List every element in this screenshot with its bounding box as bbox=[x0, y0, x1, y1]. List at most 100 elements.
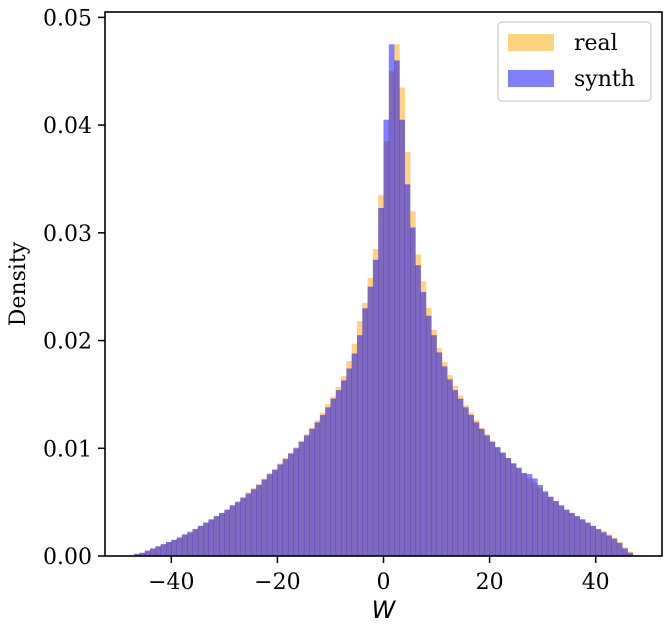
bar-synth bbox=[266, 474, 273, 556]
bar-synth bbox=[351, 353, 358, 556]
bar-synth bbox=[606, 535, 612, 556]
bar-synth bbox=[526, 474, 533, 556]
bar-synth bbox=[590, 525, 596, 556]
x-tick-label: 20 bbox=[476, 570, 504, 595]
bar-synth bbox=[431, 335, 437, 556]
bar-synth bbox=[325, 407, 331, 556]
bar-synth bbox=[616, 543, 623, 556]
y-tick-label: 0.00 bbox=[43, 545, 92, 570]
bar-synth bbox=[436, 352, 443, 556]
bar-synth bbox=[547, 496, 554, 556]
bar-synth bbox=[282, 459, 289, 556]
bar-synth bbox=[261, 479, 268, 556]
bar-synth bbox=[213, 516, 220, 556]
bar-synth bbox=[388, 44, 395, 556]
bar-synth bbox=[579, 519, 586, 556]
bar-synth bbox=[356, 335, 363, 556]
bar-synth bbox=[303, 435, 310, 556]
bar-synth bbox=[500, 452, 506, 556]
bar-synth bbox=[293, 448, 299, 556]
bar-synth bbox=[478, 428, 485, 556]
y-axis-title: Density bbox=[6, 241, 31, 326]
x-tick-label: −40 bbox=[148, 570, 194, 595]
bar-synth bbox=[155, 546, 161, 556]
bar-synth bbox=[192, 529, 199, 556]
bar-synth bbox=[134, 553, 140, 556]
bar-synth bbox=[452, 390, 459, 556]
y-tick-label: 0.05 bbox=[43, 6, 92, 31]
bar-synth bbox=[516, 467, 522, 556]
bar-synth bbox=[558, 505, 565, 556]
bar-synth bbox=[473, 422, 480, 556]
y-tick-label: 0.01 bbox=[43, 437, 92, 462]
bar-synth bbox=[542, 491, 549, 556]
bar-synth bbox=[457, 398, 464, 556]
bar-synth bbox=[569, 512, 575, 556]
bar-synth bbox=[341, 380, 347, 556]
x-tick-label: 40 bbox=[582, 570, 610, 595]
bar-synth bbox=[144, 550, 151, 556]
bar-synth bbox=[176, 537, 183, 556]
bar-synth bbox=[463, 407, 469, 556]
bar-synth bbox=[234, 502, 241, 556]
bar-synth bbox=[277, 464, 283, 556]
bar-synth bbox=[611, 538, 618, 556]
bar-synth bbox=[224, 509, 230, 556]
bar-synth bbox=[420, 292, 427, 556]
bar-synth bbox=[166, 542, 172, 556]
bar-synth bbox=[489, 441, 496, 556]
bar-synth bbox=[346, 368, 352, 556]
bar-synth bbox=[272, 469, 278, 556]
bar-synth bbox=[160, 544, 167, 556]
bar-synth bbox=[330, 398, 337, 556]
bar-synth bbox=[245, 493, 252, 556]
bar-synth bbox=[494, 447, 501, 556]
bar-synth bbox=[372, 259, 379, 556]
bar-synth bbox=[404, 184, 411, 557]
bar-synth bbox=[362, 308, 368, 556]
bar-synth bbox=[229, 505, 236, 556]
x-tick-label: −20 bbox=[254, 570, 300, 595]
bar-synth bbox=[537, 484, 543, 556]
bar-synth bbox=[250, 489, 257, 556]
legend: real synth bbox=[497, 21, 652, 102]
bar-synth bbox=[595, 529, 602, 556]
bar-synth bbox=[553, 501, 559, 556]
bar-synth bbox=[627, 552, 634, 556]
bar-synth bbox=[139, 552, 146, 556]
y-tick-label: 0.03 bbox=[43, 222, 92, 247]
y-axis: 0.00 0.01 0.02 0.03 0.04 0.05 bbox=[43, 6, 105, 570]
legend-label-real: real bbox=[574, 31, 618, 56]
bar-synth bbox=[585, 522, 591, 556]
legend-label-synth: synth bbox=[574, 67, 635, 92]
bar-synth bbox=[150, 548, 156, 556]
bar-synth bbox=[197, 525, 204, 556]
x-axis-title: W bbox=[372, 596, 397, 624]
bar-synth bbox=[394, 60, 400, 556]
bar-synth bbox=[187, 532, 193, 556]
bar-synth bbox=[203, 522, 209, 556]
x-axis: −40 −20 0 20 40 bbox=[148, 556, 610, 595]
bar-synth bbox=[219, 512, 225, 556]
bar-synth bbox=[309, 428, 315, 556]
series-synth-bars bbox=[134, 44, 634, 557]
bar-synth bbox=[532, 478, 538, 556]
bar-synth bbox=[367, 286, 374, 556]
bar-synth bbox=[399, 119, 406, 556]
bar-synth bbox=[383, 119, 390, 556]
y-tick-label: 0.04 bbox=[43, 114, 92, 139]
bar-synth bbox=[510, 463, 517, 556]
bar-synth bbox=[622, 548, 628, 556]
bar-synth bbox=[484, 435, 490, 556]
bar-synth bbox=[441, 366, 448, 556]
bar-synth bbox=[601, 532, 607, 556]
bar-synth bbox=[415, 265, 421, 556]
x-tick-label: 0 bbox=[377, 570, 391, 595]
bar-synth bbox=[208, 519, 215, 556]
bar-synth bbox=[335, 390, 342, 556]
bar-synth bbox=[425, 315, 432, 556]
bar-synth bbox=[181, 534, 188, 556]
bar-synth bbox=[288, 453, 294, 556]
bar-synth bbox=[378, 208, 384, 556]
